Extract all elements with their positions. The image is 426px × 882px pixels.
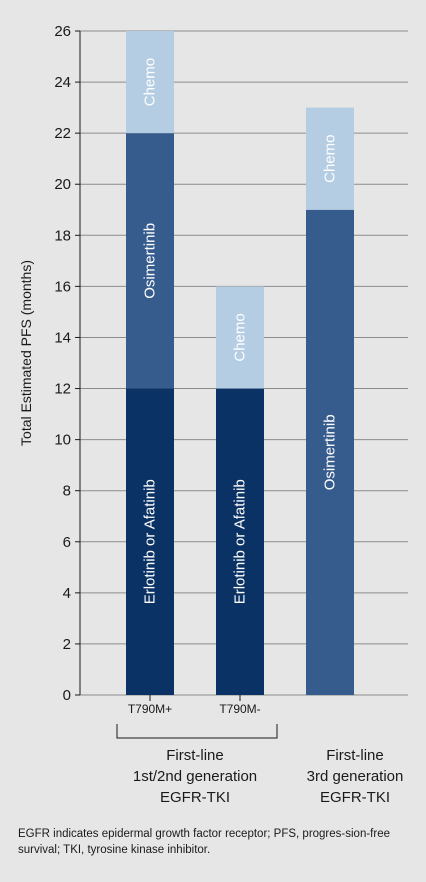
bar-segment-label: Erlotinib or Afatinib <box>142 479 159 604</box>
y-tick-label: 20 <box>54 176 71 193</box>
bar-segment <box>126 388 174 695</box>
bar-segment-label: Osimertinib <box>142 223 159 299</box>
y-tick-label: 24 <box>54 74 71 91</box>
y-tick-label: 10 <box>54 432 71 449</box>
y-tick-label: 14 <box>54 329 71 346</box>
y-tick-label: 6 <box>63 534 71 551</box>
bar-segment <box>306 209 354 695</box>
x-category-label: T790M+ <box>128 702 172 716</box>
y-tick-label: 0 <box>63 687 71 704</box>
bar-segment-label: Chemo <box>142 58 159 106</box>
bar-segment <box>126 31 174 134</box>
group-label-line: EGFR-TKI <box>320 789 390 806</box>
bar-segment <box>306 107 354 210</box>
x-category-label: T790M- <box>219 702 260 716</box>
y-tick-label: 18 <box>54 227 71 244</box>
y-tick-label: 8 <box>63 483 71 500</box>
y-tick-label: 26 <box>54 23 71 40</box>
bar-segment <box>216 388 264 695</box>
bar-segment-label: Chemo <box>322 135 339 183</box>
y-tick-label: 22 <box>54 125 71 142</box>
group-label-line: EGFR-TKI <box>160 789 230 806</box>
group-label-line: 1st/2nd generation <box>133 768 257 785</box>
y-axis-title: Total Estimated PFS (months) <box>18 260 34 446</box>
footnote: EGFR indicates epidermal growth factor r… <box>18 828 390 856</box>
group-label-line: First-line <box>326 747 384 764</box>
group-label-line: 3rd generation <box>307 768 404 785</box>
group-label-line: First-line <box>166 747 224 764</box>
group-bracket <box>116 724 278 739</box>
bar-segment <box>216 286 264 389</box>
bar-segment <box>126 133 174 389</box>
bar-segment-label: Erlotinib or Afatinib <box>232 479 249 604</box>
bar-segment-label: Osimertinib <box>322 414 339 490</box>
y-tick-label: 16 <box>54 278 71 295</box>
y-tick-label: 2 <box>63 636 71 653</box>
y-tick-label: 12 <box>54 381 71 398</box>
bar-segment-label: Chemo <box>232 313 249 361</box>
y-tick-label: 4 <box>63 585 71 602</box>
